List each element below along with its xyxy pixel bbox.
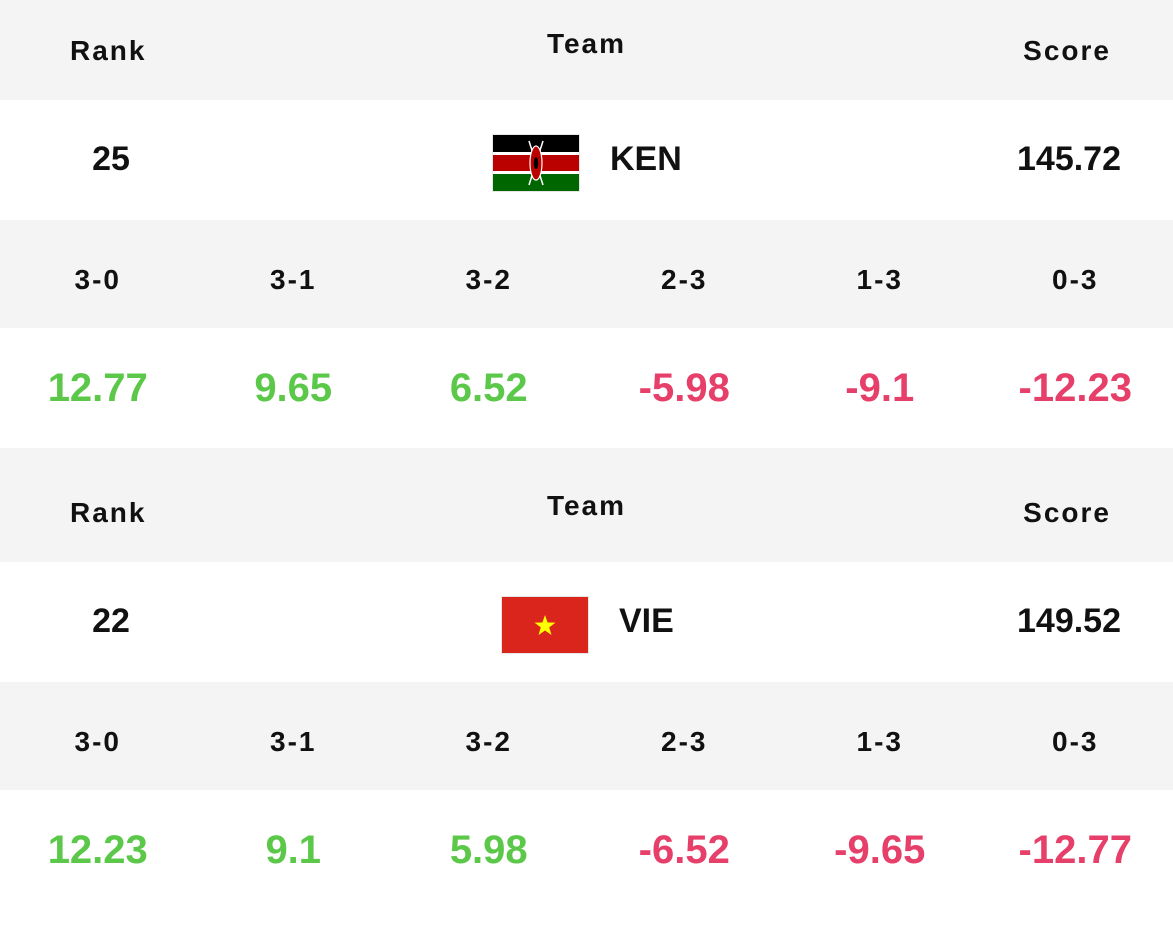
score-header: Score (1023, 497, 1111, 528)
result-header-row: 3-0 3-1 3-2 2-3 1-3 0-3 (0, 682, 1173, 790)
team-block-ken: Rank Team Score 25 KEN 145.72 3-0 3-1 3-… (0, 0, 1173, 448)
result-value-3-2: 6.52 (449, 366, 528, 410)
result-label-3-1: 3-1 (270, 264, 317, 295)
result-label-3-2: 3-2 (465, 264, 512, 295)
rank-header: Rank (70, 497, 147, 528)
result-label-1-3: 1-3 (856, 264, 903, 295)
kenya-flag-icon (492, 134, 580, 192)
result-header-row: 3-0 3-1 3-2 2-3 1-3 0-3 (0, 220, 1173, 328)
result-value-row: 12.23 9.1 5.98 -6.52 -9.65 -12.77 (0, 790, 1173, 910)
team-header: Team (546, 490, 627, 521)
result-value-1-3: -9.65 (834, 828, 926, 872)
team-row: 25 KEN 145.72 (0, 100, 1173, 220)
result-value-3-1: 9.65 (254, 366, 333, 410)
result-value-0-3: -12.77 (1018, 828, 1132, 872)
result-label-1-3: 1-3 (856, 726, 903, 757)
result-value-3-0: 12.23 (47, 828, 148, 872)
result-label-3-0: 3-0 (74, 726, 121, 757)
team-code: VIE (619, 602, 674, 640)
result-value-1-3: -9.1 (845, 366, 915, 410)
result-value-3-0: 12.77 (47, 366, 148, 410)
result-value-row: 12.77 9.65 6.52 -5.98 -9.1 -12.23 (0, 328, 1173, 448)
rank-value: 22 (92, 602, 130, 640)
team-block-vie: Rank Team Score 22 VIE 149.52 3-0 3-1 3-… (0, 462, 1173, 910)
block-divider (0, 448, 1173, 462)
team-code: KEN (610, 140, 682, 178)
result-value-3-2: 5.98 (449, 828, 528, 872)
result-label-2-3: 2-3 (661, 264, 708, 295)
header-row: Rank Team Score (0, 0, 1173, 100)
team-row: 22 VIE 149.52 (0, 562, 1173, 682)
result-label-3-2: 3-2 (465, 726, 512, 757)
result-value-2-3: -6.52 (638, 828, 730, 872)
team-header: Team (546, 28, 627, 59)
result-label-0-3: 0-3 (1052, 264, 1099, 295)
result-label-0-3: 0-3 (1052, 726, 1099, 757)
result-label-3-1: 3-1 (270, 726, 317, 757)
score-header: Score (1023, 35, 1111, 66)
rank-value: 25 (92, 140, 130, 178)
result-value-3-1: 9.1 (265, 828, 322, 872)
result-label-2-3: 2-3 (661, 726, 708, 757)
header-row: Rank Team Score (0, 462, 1173, 562)
score-value: 149.52 (1017, 602, 1121, 640)
vietnam-flag-icon (501, 596, 589, 654)
rank-header: Rank (70, 35, 147, 66)
result-label-3-0: 3-0 (74, 264, 121, 295)
score-value: 145.72 (1017, 140, 1121, 178)
result-value-0-3: -12.23 (1018, 366, 1132, 410)
result-value-2-3: -5.98 (638, 366, 730, 410)
